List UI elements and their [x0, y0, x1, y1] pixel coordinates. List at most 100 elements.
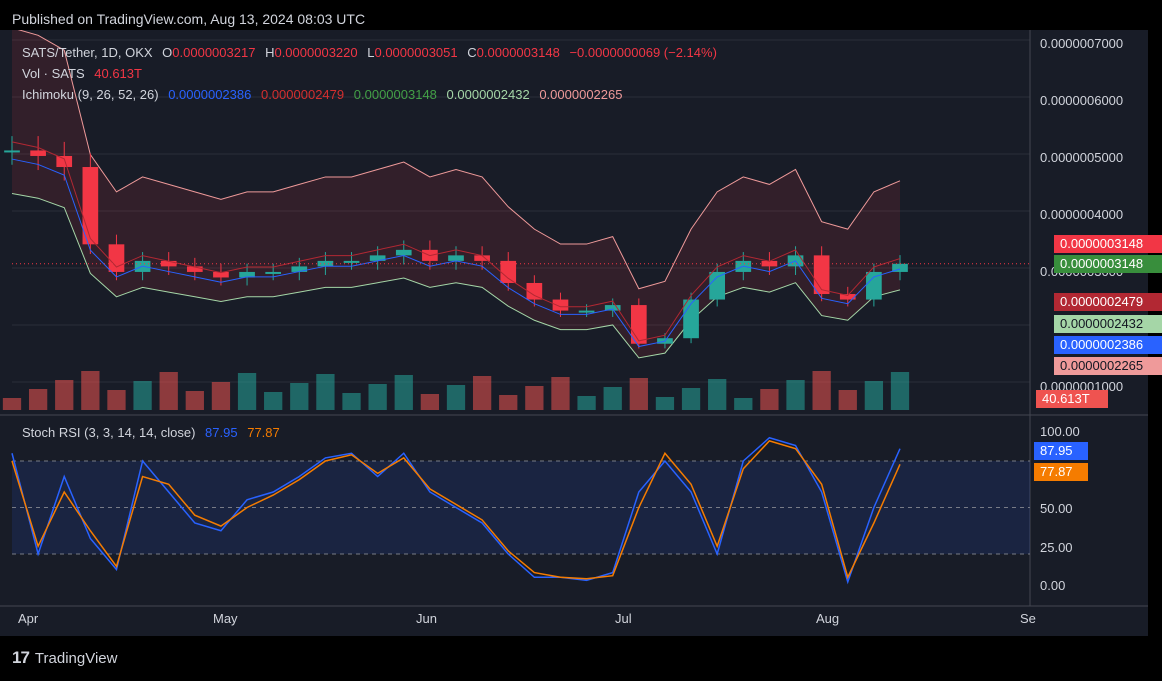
- ichimoku-conversion-line: [11, 158, 901, 348]
- volume-bar: [420, 394, 440, 410]
- volume-bar: [864, 381, 884, 410]
- price-tick: 0.0000004000: [1040, 207, 1124, 222]
- symbol-label: SATS/Tether, 1D, OKX: [22, 45, 153, 60]
- tradingview-name: TradingView: [34, 650, 118, 667]
- ichimoku-lead-a-line: [11, 193, 901, 359]
- stoch-k-value: 87.95: [205, 425, 238, 440]
- volume-bar: [734, 398, 753, 410]
- time-tick: Apr: [18, 611, 39, 626]
- volume-bar: [368, 384, 387, 410]
- close-label: C: [467, 45, 477, 60]
- volume-bar: [629, 378, 648, 410]
- volume-value: 40.613T: [94, 66, 142, 81]
- candle-body: [813, 255, 830, 295]
- candle-body: [343, 260, 360, 263]
- stoch-tick: 0.00: [1040, 578, 1066, 593]
- volume-bar: [760, 389, 779, 410]
- candle-body: [369, 255, 386, 261]
- published-header: Published on TradingView.com, Aug 13, 20…: [12, 11, 366, 27]
- open-label: O: [162, 45, 173, 60]
- candle-body: [526, 282, 543, 300]
- ichimoku-conversion-value: 0.0000002386: [168, 87, 252, 102]
- chart-panel[interactable]: [0, 30, 1148, 636]
- volume-bar: [708, 379, 727, 410]
- candle-body: [317, 260, 334, 267]
- volume-legend[interactable]: Vol · SATS 40.613T: [22, 66, 148, 81]
- candle-body: [56, 155, 73, 168]
- volume-bar: [81, 371, 100, 410]
- price-tick: 0.0000005000: [1040, 150, 1124, 165]
- symbol-legend[interactable]: SATS/Tether, 1D, OKX O0.0000003217 H0.00…: [22, 45, 723, 60]
- volume-bar: [655, 397, 675, 410]
- candle-body: [108, 244, 125, 272]
- tradingview-footer[interactable]: 17 TradingView: [12, 648, 117, 668]
- high-value: 0.0000003220: [274, 45, 358, 60]
- candle-body: [500, 260, 517, 283]
- volume-bar: [290, 383, 309, 410]
- candle-body: [213, 271, 229, 278]
- volume-bar: [551, 377, 570, 410]
- volume-bar: [237, 373, 257, 410]
- stoch-tick: 25.00: [1040, 540, 1073, 555]
- ichimoku-legend[interactable]: Ichimoku (9, 26, 52, 26) 0.0000002386 0.…: [22, 87, 628, 102]
- time-tick: May: [213, 611, 238, 626]
- candle-body: [291, 266, 308, 272]
- volume-bar: [55, 380, 74, 410]
- candle-body: [30, 150, 46, 156]
- candle-body: [448, 255, 464, 261]
- ichimoku-label: Ichimoku (9, 26, 52, 26): [22, 87, 159, 102]
- time-tick: Jul: [615, 611, 632, 626]
- stoch-k-tag: 87.95: [1034, 442, 1088, 460]
- volume-bar: [2, 398, 22, 410]
- candle-body: [892, 263, 908, 272]
- high-label: H: [265, 45, 275, 60]
- lead-b-tag: 0.0000002265: [1054, 357, 1162, 375]
- volume-bar: [603, 387, 622, 410]
- candle-body: [265, 271, 282, 274]
- ichimoku-cloud: [12, 30, 900, 358]
- stoch-label: Stoch RSI (3, 3, 14, 14, close): [22, 425, 196, 440]
- volume-bar: [185, 391, 204, 410]
- volume-bar: [446, 385, 466, 410]
- change-value: −0.0000000069 (−2.14%): [569, 45, 717, 60]
- last-price-tag: 0.0000003148: [1054, 235, 1162, 253]
- volume-bar: [812, 371, 831, 410]
- candle-body: [839, 294, 856, 300]
- volume-bar: [577, 396, 596, 410]
- volume-bar: [890, 372, 910, 410]
- low-value: 0.0000003051: [374, 45, 458, 60]
- ichimoku-base-line: [11, 141, 901, 342]
- candle-body: [474, 255, 490, 261]
- volume-bar: [342, 393, 361, 410]
- open-value: 0.0000003217: [172, 45, 256, 60]
- candle-body: [395, 249, 412, 256]
- volume-bar: [28, 389, 48, 410]
- stoch-d-tag: 77.87: [1034, 463, 1088, 481]
- candle-body: [239, 271, 255, 278]
- low-label: L: [367, 45, 375, 60]
- ichimoku-lead-a-value: 0.0000002432: [446, 87, 530, 102]
- volume-bar: [681, 388, 701, 410]
- volume-bar: [786, 380, 805, 410]
- chart-canvas[interactable]: [0, 30, 1148, 636]
- tradingview-logo-icon: 17: [12, 648, 30, 667]
- volume-bar: [316, 374, 335, 410]
- time-tick: Aug: [816, 611, 840, 626]
- price-tick: 0.0000007000: [1040, 36, 1124, 51]
- ichimoku-lead-b-line: [17, 30, 901, 290]
- candle-body: [604, 305, 621, 311]
- candle-body: [552, 299, 569, 311]
- ichimoku-lagging-value: 0.0000003148: [353, 87, 437, 102]
- volume-bar: [525, 386, 544, 410]
- stoch-d-value: 77.87: [247, 425, 280, 440]
- volume-bar: [499, 395, 518, 410]
- stoch-tick: 50.00: [1040, 501, 1073, 516]
- volume-bar: [211, 382, 231, 410]
- base-line-tag: 0.0000002479: [1054, 293, 1162, 311]
- price-tick: 0.0000006000: [1040, 93, 1124, 108]
- ichimoku-lead-b-value: 0.0000002265: [539, 87, 623, 102]
- volume-tag: 40.613T: [1036, 390, 1108, 408]
- stoch-legend[interactable]: Stoch RSI (3, 3, 14, 14, close) 87.95 77…: [22, 425, 286, 440]
- volume-bar: [838, 390, 857, 410]
- candle-body: [4, 150, 20, 153]
